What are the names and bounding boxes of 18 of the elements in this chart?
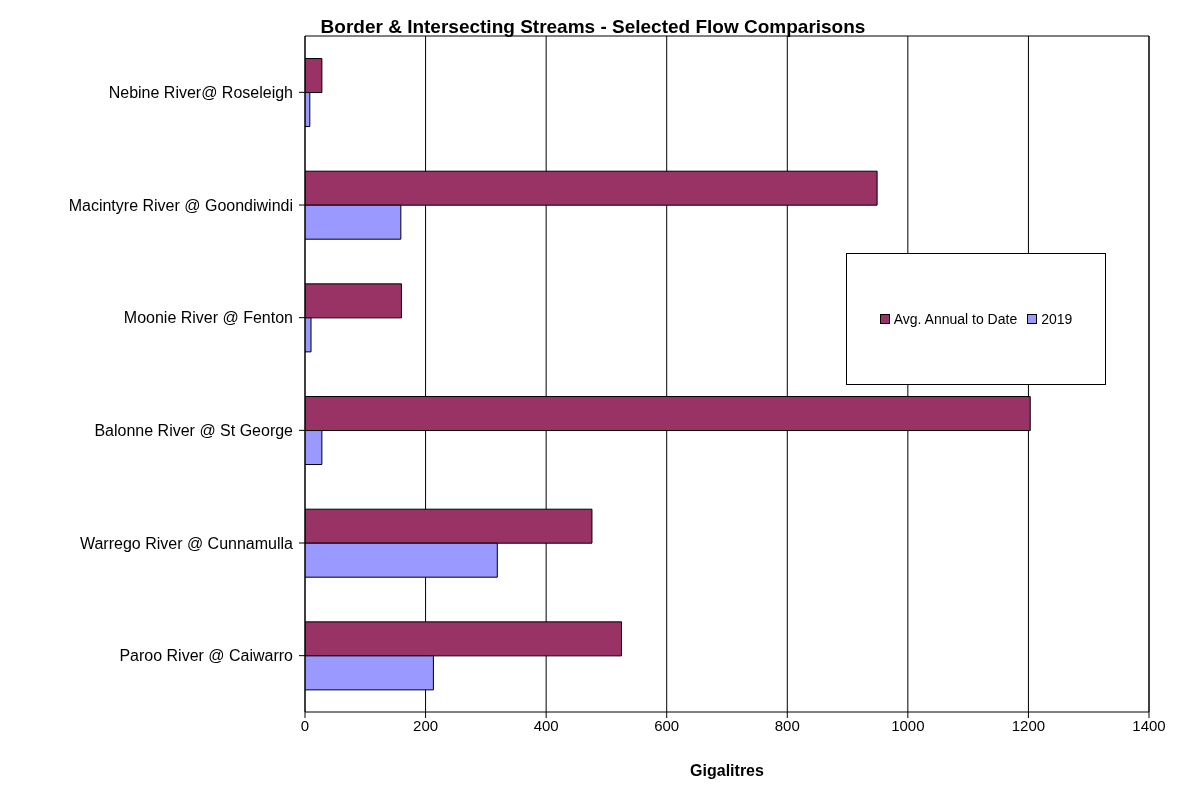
y-tick-label: Paroo River @ Caiwarro [119, 647, 294, 665]
x-tick-label: 800 [774, 716, 800, 734]
legend-label: Avg. Annual to Date [892, 311, 1018, 327]
legend-label: 2019 [1040, 311, 1073, 327]
x-axis-title: Gigalitres [690, 762, 764, 779]
y-tick-label: Warrego River @ Cunnamulla [79, 534, 294, 552]
y-tick-label: Moonie River @ Fenton [123, 309, 293, 327]
x-tick-label: 1000 [891, 716, 925, 734]
x-tick-label: 600 [654, 716, 680, 734]
x-tick-label: 1400 [1132, 716, 1166, 734]
y-tick-label: Nebine River@ Roseleigh [108, 84, 293, 102]
chart-title: Border & Intersecting Streams - Selected Flow Comparisons [319, 16, 867, 38]
x-tick-label: 1200 [1011, 716, 1046, 734]
x-tick-label: 400 [533, 716, 559, 734]
y-tick-label: Macintyre River @ Goondiwindi [68, 196, 293, 214]
y-tick-label: Balonne River @ St George [94, 422, 294, 440]
x-tick-label: 0 [300, 716, 310, 734]
x-tick-label: 200 [413, 716, 439, 734]
